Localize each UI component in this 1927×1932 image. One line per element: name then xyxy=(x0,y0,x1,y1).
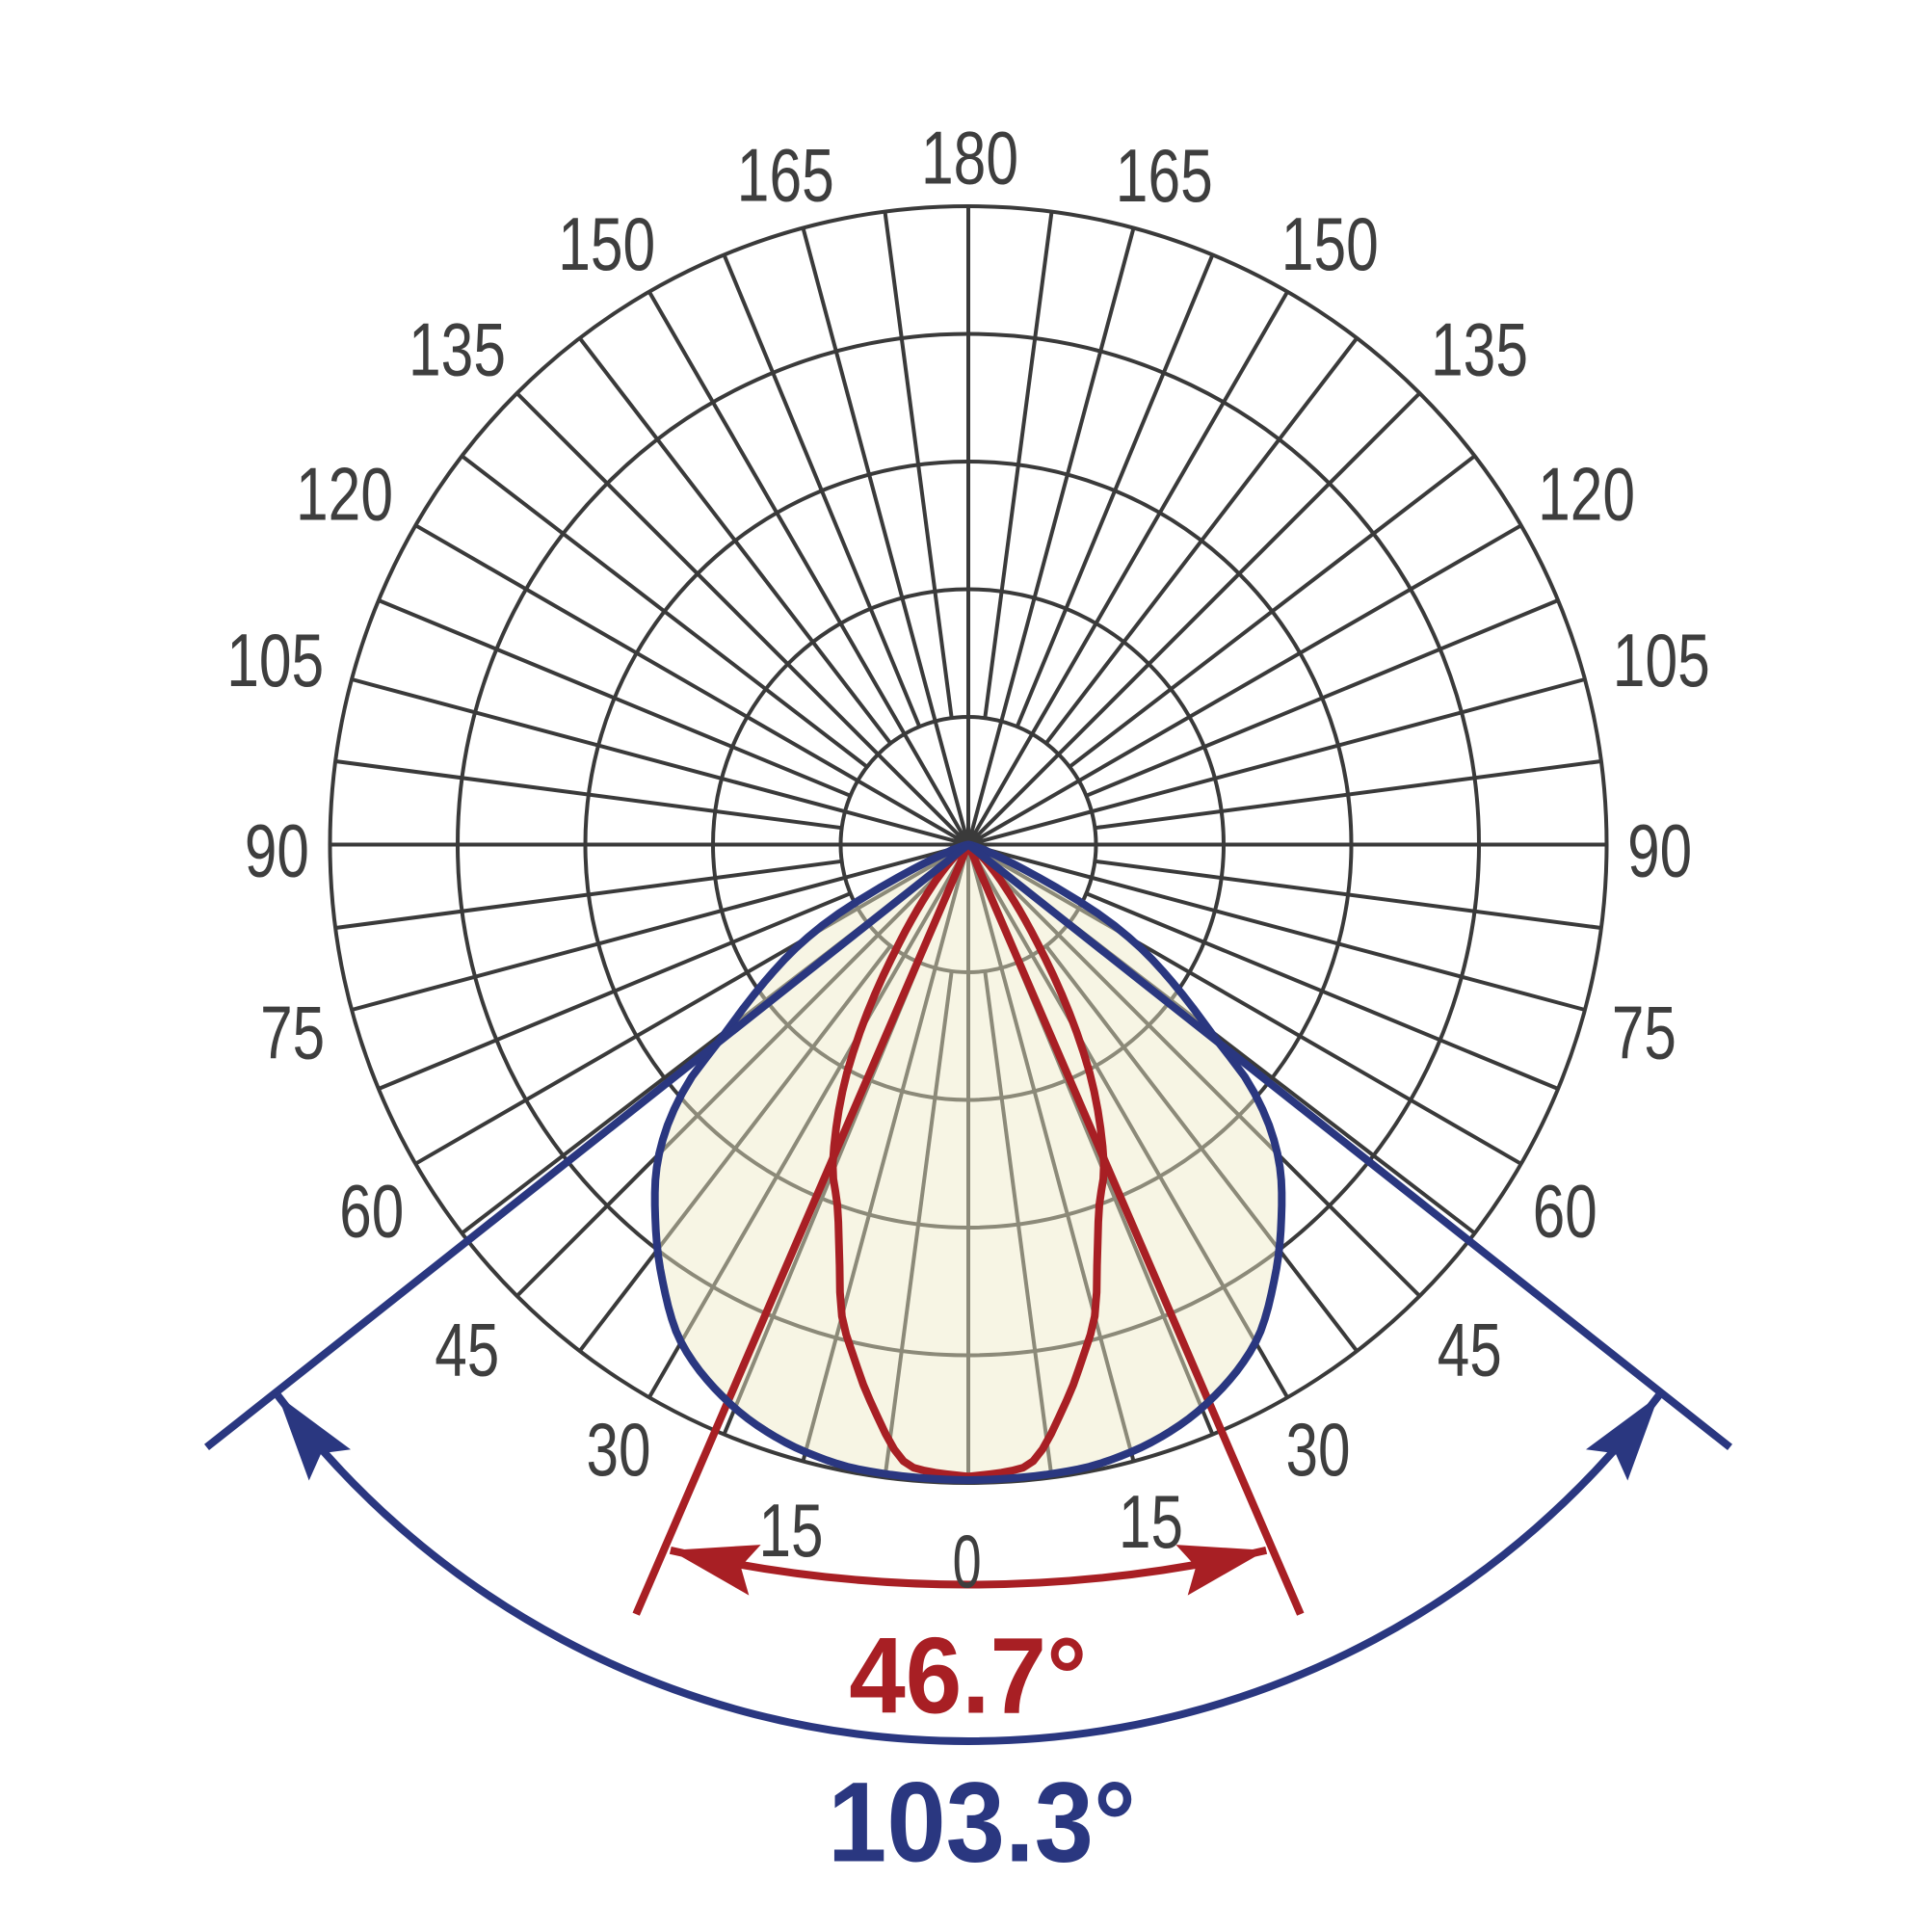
svg-text:120: 120 xyxy=(296,452,393,537)
svg-text:15: 15 xyxy=(759,1488,824,1573)
svg-text:135: 135 xyxy=(1431,307,1528,392)
svg-text:45: 45 xyxy=(435,1307,499,1391)
svg-text:165: 165 xyxy=(1116,133,1213,218)
svg-text:60: 60 xyxy=(1533,1169,1597,1254)
svg-text:165: 165 xyxy=(737,132,834,217)
svg-text:30: 30 xyxy=(587,1407,651,1492)
svg-text:30: 30 xyxy=(1286,1407,1351,1492)
svg-text:90: 90 xyxy=(245,808,309,893)
svg-text:90: 90 xyxy=(1627,808,1692,893)
svg-text:45: 45 xyxy=(1438,1307,1502,1391)
svg-text:15: 15 xyxy=(1119,1479,1183,1564)
svg-text:120: 120 xyxy=(1538,452,1635,537)
svg-text:150: 150 xyxy=(1281,201,1379,286)
svg-text:46.7°: 46.7° xyxy=(849,1615,1087,1735)
svg-text:150: 150 xyxy=(558,201,655,286)
svg-text:0: 0 xyxy=(953,1519,982,1603)
svg-text:75: 75 xyxy=(260,991,325,1075)
svg-text:60: 60 xyxy=(339,1169,404,1254)
svg-text:180: 180 xyxy=(921,116,1018,200)
svg-text:105: 105 xyxy=(226,618,324,702)
svg-text:75: 75 xyxy=(1612,991,1676,1075)
svg-text:135: 135 xyxy=(409,307,506,392)
svg-text:105: 105 xyxy=(1613,618,1710,702)
svg-text:103.3°: 103.3° xyxy=(828,1760,1136,1887)
